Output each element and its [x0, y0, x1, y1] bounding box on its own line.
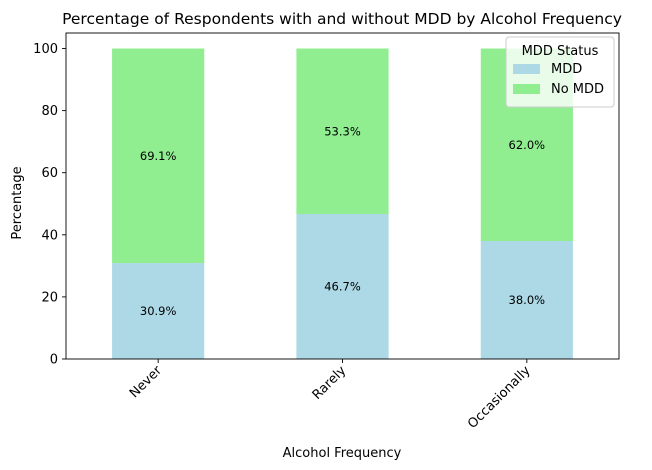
y-tick-label: 80	[41, 104, 58, 119]
legend-swatch-no-mdd	[513, 84, 540, 94]
data-label: 46.7%	[324, 280, 361, 294]
y-tick-label: 40	[41, 228, 58, 243]
legend-label: MDD	[551, 62, 582, 77]
data-label: 69.1%	[140, 149, 177, 163]
y-tick-label: 0	[50, 353, 58, 368]
x-tick-label: Never	[127, 363, 165, 401]
y-axis-label: Percentage	[10, 166, 25, 239]
chart-title: Percentage of Respondents with and witho…	[62, 10, 622, 28]
legend-label: No MDD	[551, 82, 604, 97]
bar-mdd-occasionally	[480, 241, 573, 359]
y-tick-label: 60	[41, 166, 58, 181]
y-tick-label: 100	[33, 42, 58, 57]
bar-mdd-rarely	[296, 214, 389, 359]
data-label: 53.3%	[324, 124, 361, 138]
bar-mdd-never	[112, 263, 205, 359]
legend: MDD Status MDD No MDD	[505, 36, 615, 108]
data-label: 30.9%	[140, 304, 177, 318]
data-label: 62.0%	[509, 138, 546, 152]
bar-no-mdd-never	[112, 48, 205, 264]
x-tick-label: Rarely	[310, 363, 350, 403]
legend-swatch-mdd	[513, 64, 540, 74]
data-label: 38.0%	[509, 293, 546, 307]
x-axis-label: Alcohol Frequency	[283, 446, 402, 461]
y-tick-label: 20	[41, 290, 58, 305]
bar-no-mdd-rarely	[296, 48, 389, 215]
legend-title: MDD Status	[522, 44, 599, 59]
x-tick-label: Occasionally	[465, 363, 534, 432]
plot-frame	[65, 32, 620, 360]
